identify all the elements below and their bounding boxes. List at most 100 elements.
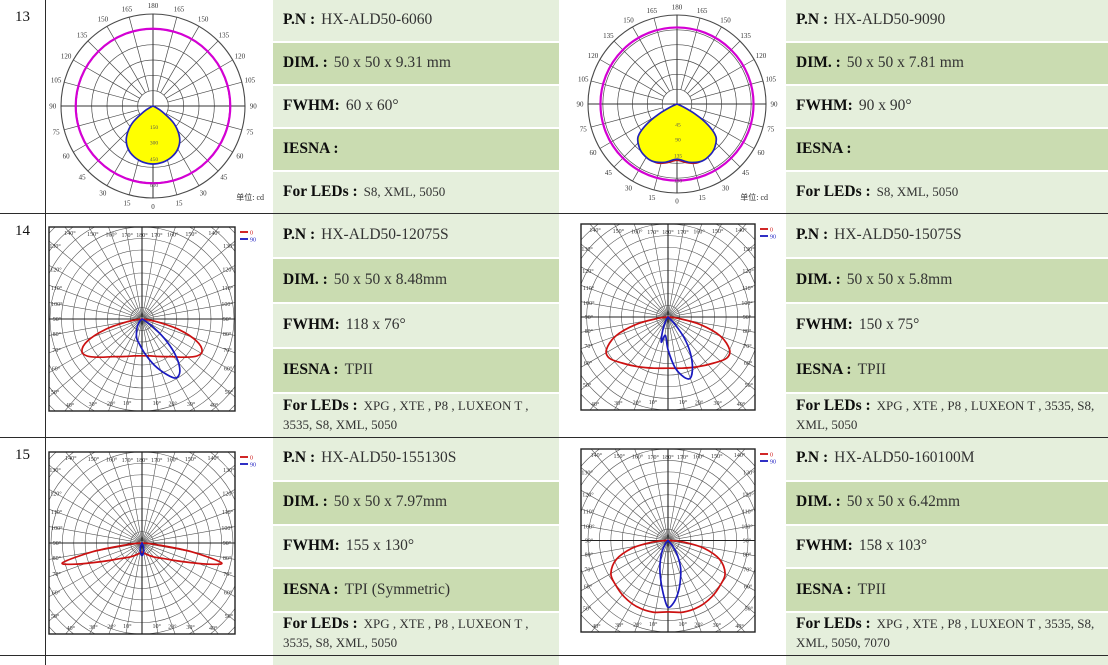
spec-list: P.N : HX-ALD50-12075S DIM. : 50 x 50 x 8.48…: [273, 214, 559, 437]
spec-row-iesna: IESNA : TPII: [273, 349, 559, 392]
angle-tick-label: 90°: [585, 538, 594, 545]
angle-tick-label: 15: [124, 199, 132, 207]
legend-label: 0: [250, 230, 253, 236]
angle-tick-label: 150°: [88, 456, 100, 463]
angle-tick-label: 30°: [89, 401, 98, 408]
angle-tick-label: 90: [771, 101, 779, 109]
spec-row-leds: For LEDs : XPG , XTE , P8 , LUXEON T , 35…: [273, 394, 559, 437]
spec-value: HX-ALD50-12075S: [321, 226, 449, 244]
angle-tick-label: 140°: [65, 455, 77, 462]
spec-row-fwhm: FWHM: 90 x 90°: [786, 86, 1108, 127]
angle-tick-label: 50°: [583, 605, 592, 612]
angle-tick-label: 160°: [693, 454, 705, 461]
radial-tick-label: 150: [150, 125, 159, 131]
table-row: 13 0 15 15 30 30 45 45 60 60 75 75 90 90 105 105 120 120 1…: [0, 0, 1108, 214]
spec-list: P.N : HX-ALD50-155130S DIM. : 50 x 50 x 7.9…: [273, 438, 559, 655]
polar-intensity-chart: 0 15 15 30 30 45 45 60 60 75 75 90 90 105 105 120 120 135…: [49, 2, 264, 211]
spec-value: TPII: [857, 580, 886, 598]
angle-tick-label: 30°: [614, 400, 623, 407]
angle-tick-label: 165: [697, 7, 708, 15]
polar-intensity-chart: 10° 10° 20° 20° 30° 30° 40° 40° 50° 50° 60° 60° 70° 7…: [580, 223, 776, 411]
spec-value: 50 x 50 x 6.42mm: [846, 493, 961, 511]
angle-tick-label: 140°: [734, 452, 746, 459]
angle-tick-label: 40°: [735, 623, 744, 630]
spec-text: For LEDs : XPG , XTE , P8 , LUXEON T , 35…: [283, 615, 549, 653]
reference-circle: [74, 27, 232, 185]
spec-value: TPI (Symmetric): [344, 580, 451, 598]
angle-tick-label: 80°: [585, 551, 594, 558]
spec-text: For LEDs : XPG , XTE , P8 , LUXEON T , 35…: [796, 397, 1098, 435]
angle-tick-label: 150°: [185, 456, 197, 463]
legend-label: 0: [770, 227, 773, 233]
spec-row-pn: P.N : HX-ALD50-160100M: [786, 438, 1108, 480]
spec-label: FWHM:: [796, 537, 853, 555]
angle-tick-label: 135: [77, 32, 88, 40]
spec-value: 50 x 50 x 7.97mm: [333, 493, 448, 511]
angle-tick-label: 130°: [49, 243, 61, 250]
spec-value: 118 x 76°: [345, 316, 406, 334]
angle-tick-label: 80°: [743, 328, 752, 335]
spec-label: FWHM:: [796, 97, 853, 115]
spec-text: FWHM: 155 x 130°: [283, 537, 414, 556]
angle-tick-label: 30: [722, 185, 730, 193]
angle-tick-label: 60°: [52, 366, 61, 373]
angle-tick-label: 120°: [50, 490, 62, 497]
spec-row-fwhm: FWHM: 118 x 76°: [273, 304, 559, 347]
angle-tick-label: 120°: [742, 268, 754, 275]
curve-C0: [605, 316, 731, 370]
angle-tick-label: 110°: [583, 285, 595, 292]
angle-tick-label: 180°: [136, 457, 148, 464]
spec-label: For LEDs :: [283, 615, 358, 633]
spec-text: FWHM: 150 x 75°: [796, 316, 919, 335]
angle-tick-label: 80°: [53, 331, 62, 338]
spec-text: IESNA :: [283, 140, 345, 159]
spec-value: TPII: [857, 361, 886, 379]
angle-tick-label: 20°: [107, 400, 116, 407]
spec-label: P.N :: [283, 226, 316, 244]
spec-list: P.N : HX-ALD50-15075S DIM. : 50 x 50 x 5.8m…: [786, 214, 1108, 437]
curve-C0: [61, 542, 223, 566]
angle-tick-label: 165: [122, 6, 133, 14]
spec-label: DIM. :: [283, 271, 328, 289]
radial-tick-label: 300: [150, 141, 159, 147]
spec-text: P.N : HX-ALD50-12075S: [283, 226, 449, 245]
spec-label: FWHM:: [283, 97, 340, 115]
spec-label: P.N :: [283, 449, 316, 467]
angle-tick-label: 100°: [221, 301, 233, 308]
angle-tick-label: 110°: [51, 285, 63, 292]
angle-tick-label: 140°: [208, 230, 220, 237]
angle-tick-label: 60: [236, 153, 244, 161]
angle-tick-label: 40°: [210, 402, 219, 409]
spec-text: P.N : HX-ALD50-155130S: [283, 449, 456, 468]
angle-tick-label: 50°: [225, 389, 234, 396]
spec-text: For LEDs : S8, XML, 5050: [283, 183, 445, 202]
angle-tick-label: 90: [250, 103, 258, 111]
spec-label: For LEDs :: [283, 183, 358, 201]
angle-tick-label: 100°: [741, 300, 753, 307]
table-row: 15 10° 10° 20° 20° 30° 30° 40° 40° 50° 50° 60° 60° 70…: [0, 438, 1108, 656]
angle-tick-label: 0: [675, 198, 679, 206]
angle-tick-label: 90°: [53, 540, 62, 547]
angle-tick-label: 160°: [167, 457, 179, 464]
angle-tick-label: 20°: [633, 621, 642, 628]
angle-tick-label: 50°: [745, 605, 754, 612]
angle-tick-label: 130°: [49, 467, 61, 474]
spec-label: DIM. :: [796, 271, 841, 289]
angle-tick-label: 15: [699, 194, 707, 202]
polar-intensity-chart: 0 15 15 30 30 45 45 60 60 75 75 90 90 105 105 120 120 135…: [576, 3, 779, 206]
spec-value: 50 x 50 x 7.81 mm: [846, 54, 964, 72]
angle-tick-label: 170°: [648, 454, 660, 461]
angle-tick-label: 60: [63, 153, 70, 161]
angle-tick-label: 105: [578, 75, 589, 83]
angle-tick-label: 90°: [53, 316, 62, 323]
radial-tick-label: 135: [674, 153, 683, 159]
angle-tick-label: 160°: [632, 454, 644, 461]
spec-value: HX-ALD50-9090: [834, 11, 946, 29]
angle-tick-label: 130°: [743, 246, 755, 253]
spec-value: XPG , XTE , P8 , LUXEON T , 3535, S8, XM…: [283, 616, 529, 651]
polar-intensity-chart: 10° 10° 20° 20° 30° 30° 40° 40° 50° 50° 60° 60° 70° 7…: [580, 448, 776, 633]
spec-row-leds: For LEDs : XPG , XTE , P8 , LUXEON T , 35…: [273, 613, 559, 655]
spec-row-pn: P.N : HX-ALD50-6060: [273, 0, 559, 41]
spec-value: 155 x 130°: [345, 537, 415, 555]
